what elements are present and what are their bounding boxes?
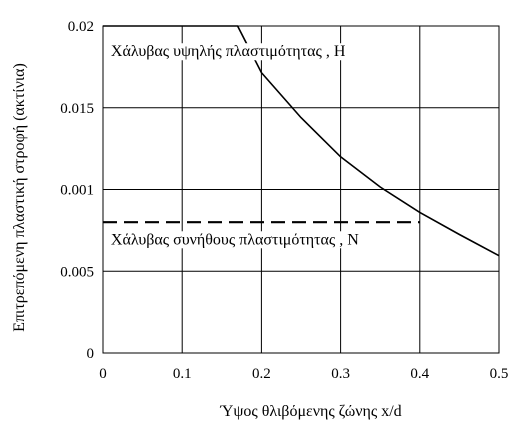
x-tick-label-5: 0.5 <box>490 366 509 382</box>
y-axis-title: Επιτρεπόμενη πλαστική στροφή (ακτίνια) <box>11 63 28 332</box>
x-axis-title: Ύψος θλιβόμενης ζώνης x/d <box>219 403 401 420</box>
y-tick-label-0: 0 <box>87 346 95 362</box>
annotation-background-0 <box>108 43 348 61</box>
y-tick-label-2: 0.001 <box>60 183 94 199</box>
series-line-solid <box>103 25 500 257</box>
plot-frame <box>102 25 500 354</box>
y-tick-label-1: 0.005 <box>60 264 94 280</box>
y-tick-label-4: 0.02 <box>68 19 94 35</box>
x-tick-label-2: 0.2 <box>252 366 271 382</box>
y-tick-label-3: 0.015 <box>60 101 94 117</box>
x-tick-label-0: 0 <box>99 366 107 382</box>
x-tick-label-1: 0.1 <box>173 366 192 382</box>
annotation-1: Χάλυβας συνήθους πλαστιμότητας , Ν <box>111 231 359 248</box>
annotation-0: Χάλυβας υψηλής πλαστιμότητας , Η <box>111 43 346 60</box>
annotations: Χάλυβας υψηλής πλαστιμότητας , Η Χάλυβας … <box>108 43 362 249</box>
series-layer <box>103 25 500 257</box>
x-tick-labels: 0 0.1 0.2 0.3 0.4 0.5 <box>99 366 508 382</box>
y-tick-labels: 0 0.005 0.001 0.015 0.02 <box>60 19 94 362</box>
annotation-background-1 <box>108 231 362 249</box>
x-tick-label-4: 0.4 <box>410 366 429 382</box>
grid <box>102 25 500 354</box>
x-tick-label-3: 0.3 <box>331 366 350 382</box>
